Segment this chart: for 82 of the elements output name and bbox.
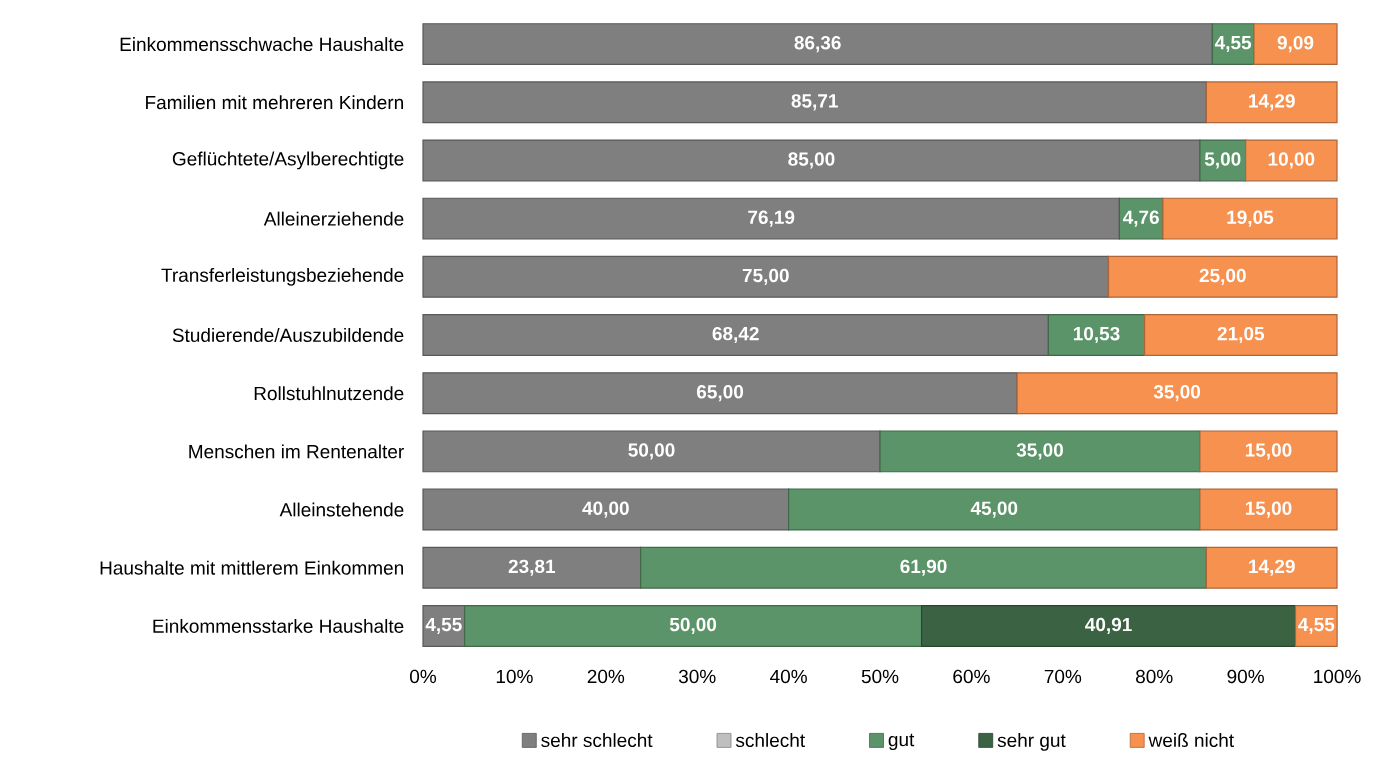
x-tick-label: 70% — [1044, 669, 1082, 684]
data-label: 4,76 — [1122, 210, 1159, 227]
bar — [422, 430, 881, 473]
y-tick-label: Studierende/Auszubildende — [172, 328, 404, 342]
data-label: 85,00 — [788, 152, 835, 169]
x-tick-label: 80% — [1136, 669, 1173, 684]
bar — [1144, 314, 1338, 356]
bar — [1162, 197, 1338, 240]
x-tick-label: 30% — [678, 669, 716, 684]
y-tick-label: Familien mit mehreren Kindern — [146, 95, 403, 110]
x-tick-label: 50% — [861, 669, 899, 684]
bar — [640, 546, 1207, 589]
legend-label: sehr gut — [997, 733, 1066, 751]
data-label: 15,00 — [1245, 443, 1292, 460]
legend-label: schlecht — [735, 733, 805, 748]
data-label: 10,53 — [1073, 326, 1120, 344]
x-tick-label: 90% — [1227, 669, 1264, 684]
bar — [1205, 81, 1338, 124]
y-tick-label: Menschen im Rentenalter — [189, 444, 404, 459]
data-label: 85,71 — [791, 94, 838, 111]
data-label: 14,29 — [1249, 559, 1295, 576]
data-label: 40,91 — [1085, 617, 1132, 635]
data-label: 21,05 — [1217, 326, 1265, 344]
data-label: 76,19 — [748, 210, 795, 227]
data-label: 35,00 — [1016, 443, 1063, 460]
x-tick-label: 40% — [770, 669, 807, 684]
data-label: 4,55 — [425, 617, 462, 634]
data-label: 14,29 — [1249, 94, 1295, 111]
y-tick-label: Alleinstehende — [279, 502, 404, 517]
legend-label: weiß nicht — [1148, 733, 1234, 748]
x-tick-label: 100% — [1314, 669, 1361, 684]
y-tick-label: Geflüchtete/Asylberechtigte — [172, 151, 404, 170]
y-tick-label: Transferleistungsbeziehende — [161, 267, 404, 286]
bar — [1047, 314, 1146, 356]
bar — [1199, 488, 1338, 531]
data-label: 65,00 — [696, 385, 744, 402]
data-label: 75,00 — [742, 268, 789, 285]
bar — [422, 546, 642, 589]
x-tick-label: 60% — [953, 669, 990, 684]
data-label: 19,05 — [1227, 210, 1274, 227]
bar — [422, 81, 1207, 124]
data-label: 23,81 — [508, 559, 556, 576]
bar — [1107, 255, 1338, 298]
bar — [422, 255, 1110, 298]
data-label: 35,00 — [1153, 385, 1201, 402]
bar — [422, 314, 1049, 356]
bar — [1199, 430, 1338, 473]
y-tick-label: Haushalte mit mittlerem Einkommen — [100, 560, 403, 575]
y-tick-label: Rollstuhlnutzende — [254, 386, 404, 401]
legend-label: gut — [888, 733, 915, 751]
y-tick-label: Einkommensschwache Haushalte — [120, 37, 404, 52]
y-tick-label: Alleinerziehende — [263, 211, 404, 226]
data-label: 68,42 — [712, 326, 759, 344]
x-tick-label: 0% — [410, 669, 437, 684]
bar — [1205, 546, 1338, 589]
data-label: 5,00 — [1204, 152, 1241, 169]
data-label: 9,09 — [1277, 35, 1314, 53]
bar — [422, 372, 1018, 415]
data-label: 50,00 — [669, 617, 717, 635]
bar — [1016, 372, 1338, 415]
bar — [422, 23, 1213, 66]
bar — [1245, 139, 1338, 182]
data-label: 4,55 — [1214, 36, 1252, 53]
data-label: 40,00 — [582, 501, 629, 518]
bar — [422, 488, 790, 531]
data-label: 61,90 — [900, 559, 947, 576]
bar — [879, 430, 1201, 473]
y-tick-label: Einkommensstarke Haushalte — [153, 618, 404, 633]
legend-label: sehr schlecht — [541, 733, 653, 748]
data-label: 10,00 — [1268, 152, 1315, 169]
bar — [788, 488, 1201, 531]
data-label: 45,00 — [970, 501, 1018, 518]
x-tick-label: 20% — [587, 669, 625, 684]
data-label: 15,00 — [1245, 501, 1292, 518]
data-label: 86,36 — [794, 35, 841, 53]
x-tick-label: 10% — [496, 669, 533, 684]
bar — [422, 197, 1120, 240]
data-label: 4,55 — [1298, 617, 1335, 634]
data-label: 25,00 — [1199, 268, 1246, 285]
bar — [1253, 23, 1338, 66]
data-label: 50,00 — [628, 443, 675, 460]
bar — [422, 139, 1201, 182]
